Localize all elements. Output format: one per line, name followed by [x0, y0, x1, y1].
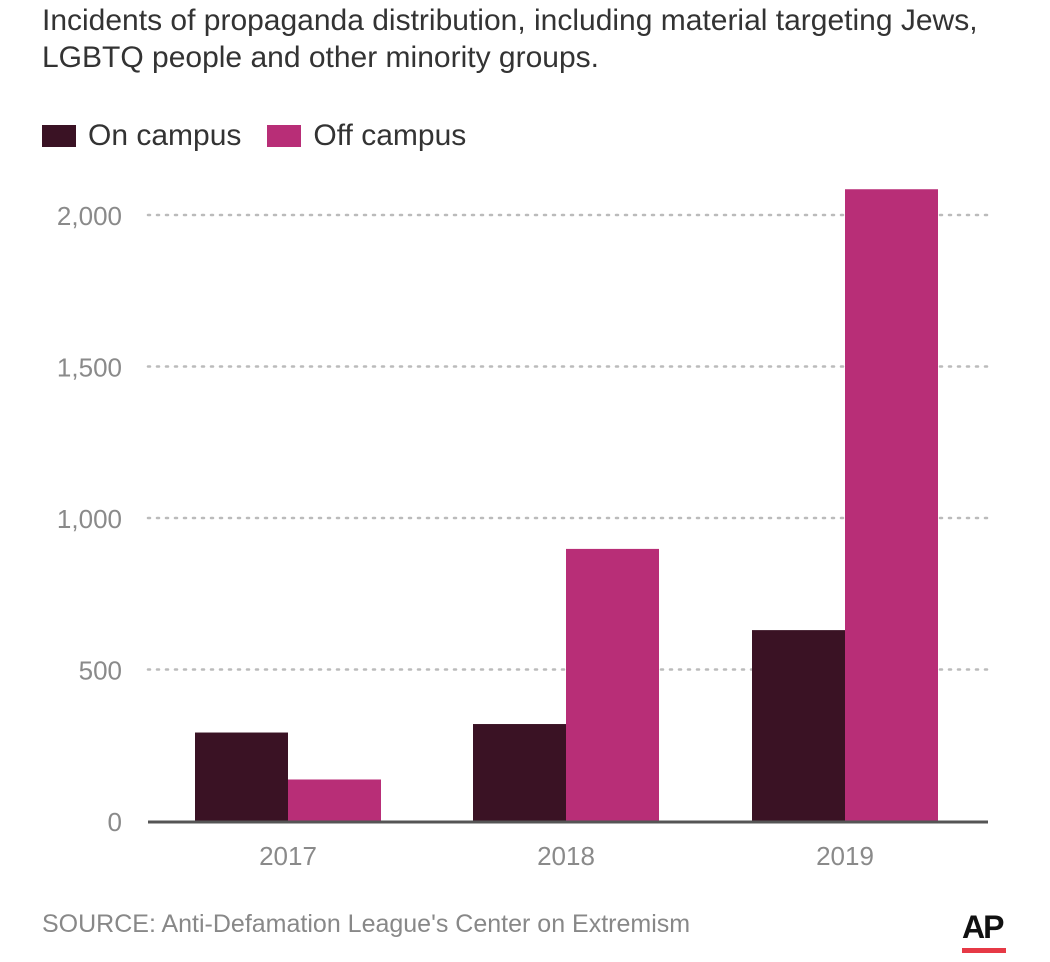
ap-logo-text: AP: [962, 909, 1004, 945]
legend-item-on-campus: On campus: [42, 119, 241, 153]
bar-on-campus-2019: [752, 630, 845, 821]
ap-logo: AP: [962, 908, 1010, 958]
bar-off-campus-2018: [566, 548, 659, 821]
ap-logo-bar: [962, 948, 1006, 953]
y-tick-label-2000: 2,000: [57, 201, 122, 231]
bar-on-campus-2017: [195, 732, 288, 821]
x-tick-label-2019: 2019: [816, 841, 874, 871]
x-tick-label-2018: 2018: [537, 841, 595, 871]
x-tick-label-2017: 2017: [259, 841, 317, 871]
chart-title: Incidents of propaganda distribution, in…: [42, 4, 978, 74]
bar-chart: 0 500 1,000 1,500 2,000 2017 2018 2019: [57, 189, 990, 871]
y-tick-label-1500: 1,500: [57, 353, 122, 383]
legend-label-off-campus: Off campus: [313, 119, 467, 152]
legend-item-off-campus: Off campus: [267, 119, 466, 153]
bar-off-campus-2019: [845, 189, 938, 821]
y-tick-label-500: 500: [79, 656, 122, 686]
source-note: SOURCE: Anti-Defamation League's Center …: [42, 910, 691, 938]
y-tick-label-0: 0: [108, 807, 122, 837]
chart-legend: On campus Off campus: [42, 114, 492, 158]
bar-on-campus-2018: [473, 724, 566, 821]
y-tick-label-1000: 1,000: [57, 504, 122, 534]
legend-label-on-campus: On campus: [88, 119, 242, 152]
legend-swatch-off-campus: [267, 125, 302, 147]
bar-off-campus-2017: [288, 779, 381, 821]
legend-swatch-on-campus: [42, 125, 76, 147]
